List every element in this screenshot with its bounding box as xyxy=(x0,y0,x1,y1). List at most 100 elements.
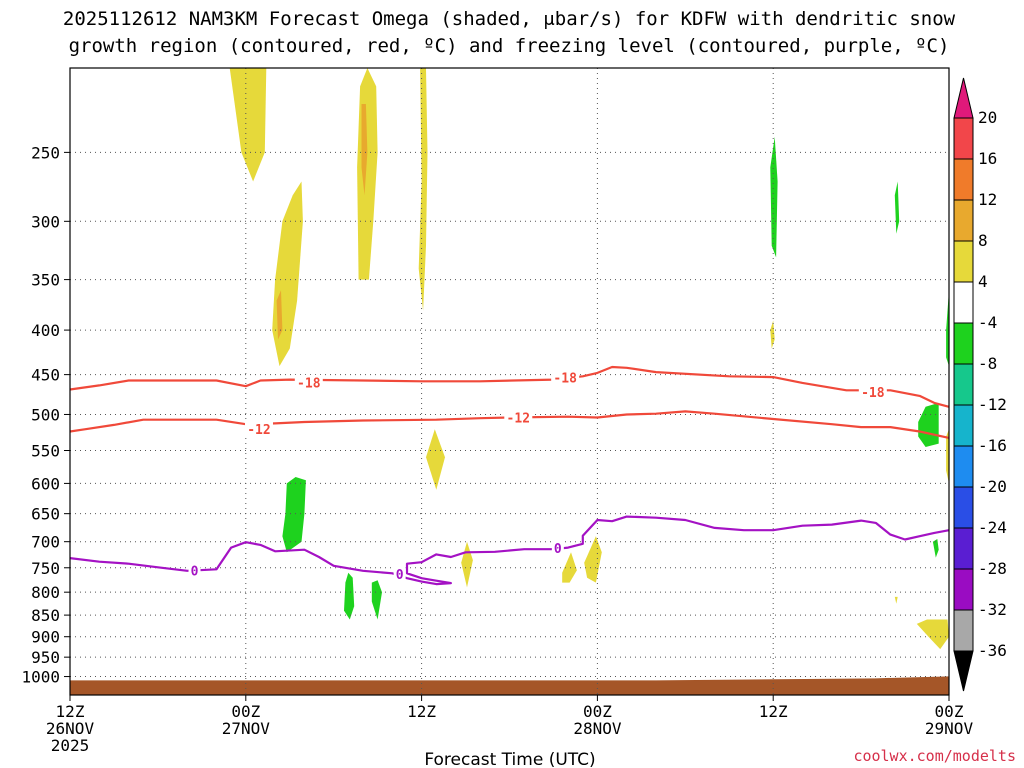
y-tick-label: 900 xyxy=(31,628,60,647)
colorbar-label: -12 xyxy=(978,395,1007,414)
y-tick-label: 500 xyxy=(31,405,60,424)
contour-label: -18 xyxy=(861,386,885,401)
omega-region-6 xyxy=(426,429,445,490)
colorbar-label: 4 xyxy=(978,272,988,291)
y-tick-label: 550 xyxy=(31,442,60,461)
x-tick-label: 29NOV xyxy=(925,719,974,738)
colorbar-label: -4 xyxy=(978,313,997,332)
y-tick-label: 750 xyxy=(31,559,60,578)
omega-region-2 xyxy=(357,68,378,280)
y-tick-label: 350 xyxy=(31,271,60,290)
y-tick-label: 450 xyxy=(31,366,60,385)
plot-frame xyxy=(69,67,950,696)
credit-text: coolwx.com/modelts xyxy=(853,747,1016,765)
colorbar-label: -8 xyxy=(978,354,997,373)
omega-region-11 xyxy=(894,596,898,604)
colorbar-bin xyxy=(953,240,974,283)
contour-label: -12 xyxy=(247,423,270,438)
omega-region-21 xyxy=(932,539,939,558)
colorbar-bin xyxy=(953,199,974,242)
y-tick-label: 650 xyxy=(31,505,60,524)
colorbar-bin xyxy=(953,445,974,488)
omega-region-8 xyxy=(562,552,577,583)
colorbar-bin xyxy=(953,281,974,324)
y-tick-label: 300 xyxy=(31,212,60,231)
y-tick-label: 600 xyxy=(31,474,60,493)
contour-label: 0 xyxy=(191,564,199,579)
omega-region-12 xyxy=(946,429,949,484)
colorbar-label: 16 xyxy=(978,149,997,168)
contour-line-0 xyxy=(69,365,950,408)
omega-region-17 xyxy=(770,136,778,258)
omega-region-18 xyxy=(894,181,900,234)
colorbar-bin xyxy=(953,568,974,611)
contour-label-bg xyxy=(294,374,323,390)
x-tick-label: 12Z xyxy=(56,702,85,721)
contour-label: -18 xyxy=(553,371,577,386)
y-tick-label: 400 xyxy=(31,321,60,340)
x-tick-label: 00Z xyxy=(935,702,964,721)
colorbar-label: -36 xyxy=(978,641,1007,660)
x-tick-label: 27NOV xyxy=(222,719,271,738)
omega-region-15 xyxy=(344,572,355,620)
colorbar-bin xyxy=(953,486,974,529)
y-tick-label: 850 xyxy=(31,606,60,625)
contour-label-bg xyxy=(244,421,273,437)
chart-title-line-1: 2025112612 NAM3KM Forecast Omega (shaded… xyxy=(63,8,956,30)
colorbar-label: -24 xyxy=(978,518,1007,537)
colorbar-label: -32 xyxy=(978,600,1007,619)
x-tick-label: 2025 xyxy=(51,736,90,755)
omega-region-0 xyxy=(229,68,267,182)
colorbar-bottom-arrow xyxy=(953,650,974,692)
omega-region-5 xyxy=(276,290,283,340)
omega-region-9 xyxy=(584,536,602,583)
omega-region-7 xyxy=(461,541,473,588)
chart-title-line-2: growth region (contoured, red, ºC) and f… xyxy=(69,35,950,57)
colorbar-bin xyxy=(953,158,974,201)
contour-label-bg xyxy=(858,384,887,400)
y-tick-label: 250 xyxy=(31,143,60,162)
colorbar-bin xyxy=(953,322,974,365)
colorbar-label: -28 xyxy=(978,559,1007,578)
colorbar-label: 20 xyxy=(978,108,997,127)
omega-region-10 xyxy=(770,320,775,349)
colorbar-label: 12 xyxy=(978,190,997,209)
contour-line-2 xyxy=(69,515,950,586)
y-tick-label: 700 xyxy=(31,533,60,552)
colorbar-top-arrow xyxy=(953,77,974,119)
y-tick-label: 950 xyxy=(31,648,60,667)
contour-label-bg xyxy=(551,369,580,385)
x-tick-label: 12Z xyxy=(407,702,436,721)
contour-label: -18 xyxy=(297,376,321,391)
x-tick-label: 28NOV xyxy=(573,719,622,738)
omega-shading-layer xyxy=(229,68,949,650)
omega-region-19 xyxy=(946,290,949,367)
omega-region-3 xyxy=(418,68,428,311)
omega-region-16 xyxy=(371,580,382,620)
contour-label-bg xyxy=(551,540,564,556)
contour-label-bg xyxy=(504,410,533,426)
terrain-band xyxy=(70,676,949,695)
contour-layer: -18 -18 -18 -12 -12 0 0 0 xyxy=(69,365,950,586)
contour-label: 0 xyxy=(554,542,562,557)
x-axis-title: Forecast Time (UTC) xyxy=(424,750,595,768)
x-tick-label: 12Z xyxy=(759,702,788,721)
colorbar-bin xyxy=(953,404,974,447)
colorbar-label: -16 xyxy=(978,436,1007,455)
contour-label: -12 xyxy=(507,412,530,427)
omega-region-13 xyxy=(916,619,949,650)
omega-region-14 xyxy=(282,477,306,553)
x-tick-label: 26NOV xyxy=(46,719,95,738)
colorbar-bin xyxy=(953,609,974,652)
omega-region-20 xyxy=(918,402,939,447)
terrain-layer xyxy=(70,676,949,695)
omega-region-1 xyxy=(272,181,303,367)
y-tick-label: 800 xyxy=(31,583,60,602)
colorbar: 20 16 12 8 4 -4 -8 -12 -16 -20 -24 -28 -32 -36 xyxy=(953,77,1007,692)
colorbar-bin xyxy=(953,117,974,160)
contour-label-bg xyxy=(393,566,406,582)
colorbar-label: 8 xyxy=(978,231,988,250)
y-tick-label: 1000 xyxy=(21,668,60,687)
x-tick-label: 00Z xyxy=(583,702,612,721)
colorbar-label: -20 xyxy=(978,477,1007,496)
